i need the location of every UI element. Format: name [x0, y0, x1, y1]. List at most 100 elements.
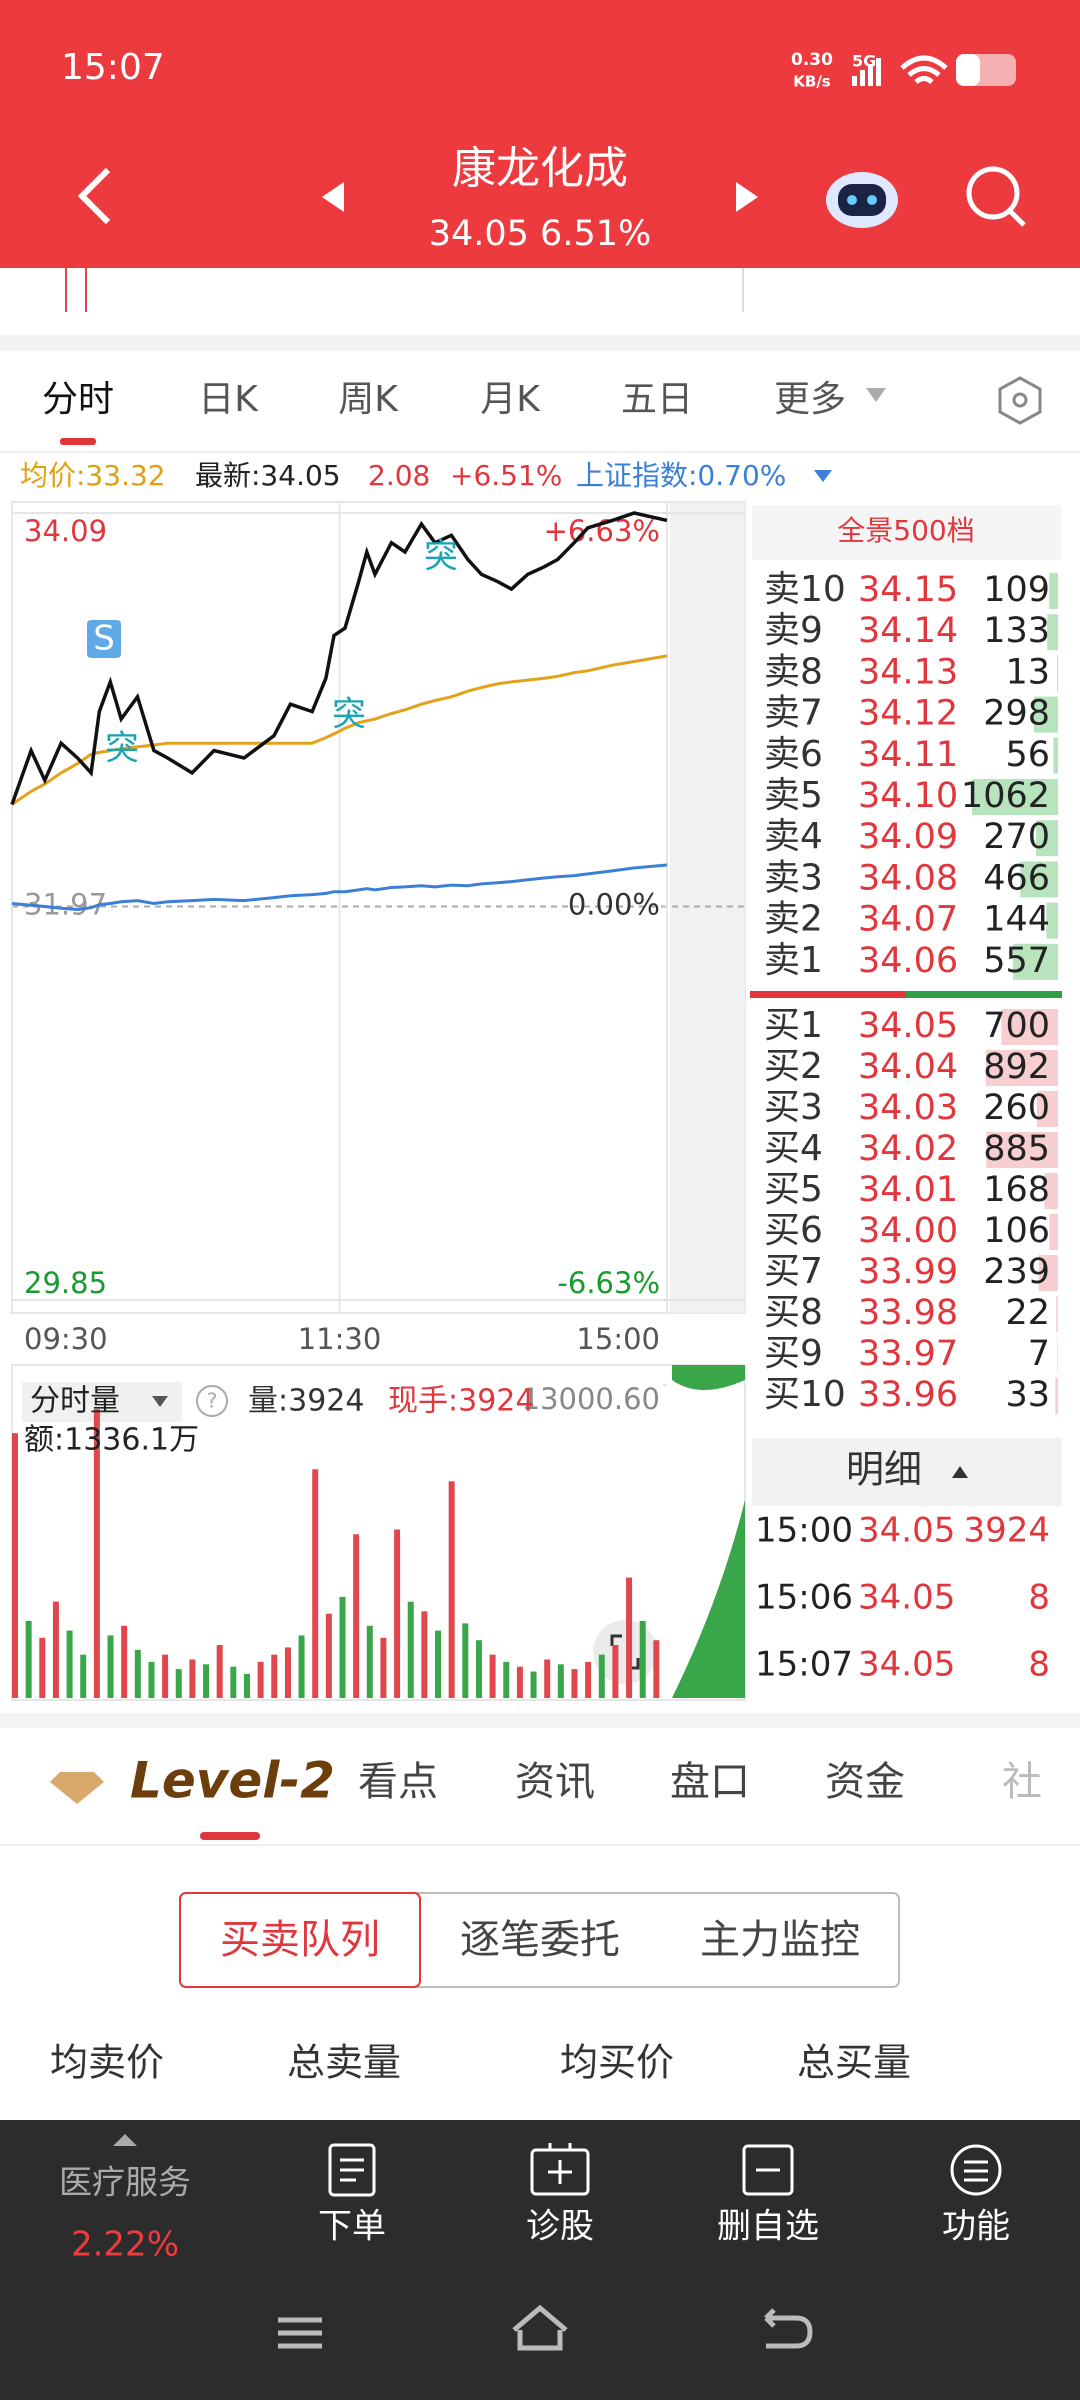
chart-tab[interactable]: 更多 [774, 379, 846, 420]
segment[interactable]: 逐笔委托 [460, 1917, 620, 1963]
book-price: 33.98 [858, 1293, 958, 1333]
book-label: 卖10 [764, 569, 846, 610]
volume-bar [1049, 573, 1058, 609]
volume-bar [639, 1620, 646, 1698]
book-volume: 270 [983, 817, 1050, 857]
info-index: 上证指数:0.70% [576, 459, 786, 492]
book-volume: 7 [1028, 1334, 1050, 1374]
next-stock[interactable] [736, 182, 758, 212]
separator [0, 1713, 1080, 1728]
y2-tick-label: +6.63% [544, 514, 660, 548]
detail-tab-underline [200, 1832, 260, 1840]
trade-price: 34.05 [858, 1511, 955, 1551]
header-bg [0, 0, 1080, 268]
chart-tab[interactable]: 分时 [42, 379, 114, 420]
volume-bar [598, 1654, 605, 1698]
info-latest: 最新:34.05 [195, 459, 341, 492]
y-tick-label: 29.85 [24, 1266, 107, 1300]
detail-tab[interactable]: 盘口 [670, 1759, 750, 1805]
index-arrow[interactable] [814, 470, 832, 482]
detail-tab[interactable]: Level-2 [130, 1752, 335, 1810]
book-volume: 892 [983, 1047, 1050, 1087]
book-price: 33.96 [858, 1375, 958, 1415]
volume-bar [175, 1669, 182, 1698]
annotation: 突 [105, 729, 139, 769]
volume-menu[interactable] [22, 1382, 182, 1422]
book-label: 卖3 [764, 857, 823, 898]
volume-bar [216, 1645, 223, 1698]
volume-bar [544, 1659, 551, 1698]
sector-arrow [113, 2134, 137, 2146]
net-speed: 0.30 [791, 50, 833, 70]
volume-bar [653, 1640, 660, 1698]
book-label: 买5 [764, 1169, 823, 1210]
segment[interactable]: 主力监控 [700, 1917, 860, 1963]
bottom-action[interactable]: 删自选 [717, 2207, 819, 2247]
segment-selected[interactable] [179, 1892, 421, 1988]
book-price: 34.07 [858, 900, 958, 940]
volume-bar [421, 1611, 428, 1698]
net-unit: KB/s [793, 73, 831, 91]
book-price: 34.03 [858, 1088, 958, 1128]
book-label: 买1 [764, 1005, 823, 1046]
book-label: 卖9 [764, 610, 823, 651]
back-button[interactable] [77, 167, 111, 225]
detail-tab[interactable]: 看点 [358, 1759, 438, 1805]
volume-bar [1036, 820, 1058, 857]
line-series [11, 654, 668, 806]
nav-bar [278, 2304, 813, 2351]
wifi-icon [900, 55, 948, 84]
bottom-action[interactable]: 功能 [942, 2207, 1010, 2247]
y2-tick-label: 0.00% [568, 888, 660, 922]
book-volume: 13 [1005, 652, 1050, 692]
volume-bar [448, 1481, 455, 1698]
level2-icon [50, 1772, 104, 1804]
volume-bar [489, 1654, 496, 1698]
bottom-action[interactable]: 下单 [318, 2207, 386, 2247]
line-series [10, 511, 668, 805]
volume-bar [530, 1671, 537, 1698]
detail-tab[interactable]: 资讯 [515, 1759, 595, 1805]
book-label: 买4 [764, 1128, 823, 1169]
book-split-green [906, 991, 1062, 998]
prev-stock[interactable] [322, 182, 344, 212]
volume-turnover: 额:1336.1万 [24, 1423, 199, 1458]
detail-tab[interactable]: 社 [1002, 1759, 1042, 1805]
chart-tab[interactable]: 周K [338, 379, 399, 420]
volume-bar [557, 1664, 564, 1698]
trade-time: 15:06 [755, 1578, 853, 1618]
volume-bar [462, 1623, 469, 1698]
volume-bar [612, 1645, 619, 1698]
volume-bar [12, 1433, 18, 1698]
settings-icon[interactable] [998, 376, 1042, 425]
book-price: 34.01 [858, 1170, 958, 1210]
separator [0, 335, 1080, 351]
annotation: S [93, 619, 115, 659]
book-label: 卖5 [764, 775, 823, 816]
bottom-action[interactable]: 诊股 [526, 2207, 594, 2247]
sector-name[interactable]: 医疗服务 [59, 2163, 191, 2202]
volume-bar [366, 1625, 373, 1698]
chart-tab[interactable]: 月K [480, 379, 541, 420]
chart-tab[interactable]: 五日 [621, 379, 693, 420]
action-icons [328, 2143, 1002, 2197]
help-icon[interactable] [196, 1385, 228, 1417]
detail-tab[interactable]: 资金 [825, 1759, 905, 1805]
search-icon[interactable] [966, 166, 1026, 227]
book-price: 34.15 [858, 570, 958, 610]
segment[interactable]: 买卖队列 [220, 1917, 380, 1963]
book-price: 33.97 [858, 1334, 958, 1374]
y2-tick-label: -6.63% [557, 1266, 660, 1300]
chart-tab[interactable]: 日K [198, 379, 259, 420]
book-volume: 168 [983, 1170, 1050, 1210]
x-tick-label: 11:30 [298, 1322, 382, 1356]
volume-bar [271, 1654, 278, 1698]
book-volume: 557 [983, 941, 1050, 981]
signal-icon [852, 58, 881, 86]
annotation: 突 [424, 537, 458, 577]
volume-bar [312, 1469, 319, 1698]
assistant-icon[interactable] [826, 172, 898, 228]
column-header: 总买量 [797, 2041, 911, 2085]
detail-title: 明细 [846, 1448, 922, 1492]
